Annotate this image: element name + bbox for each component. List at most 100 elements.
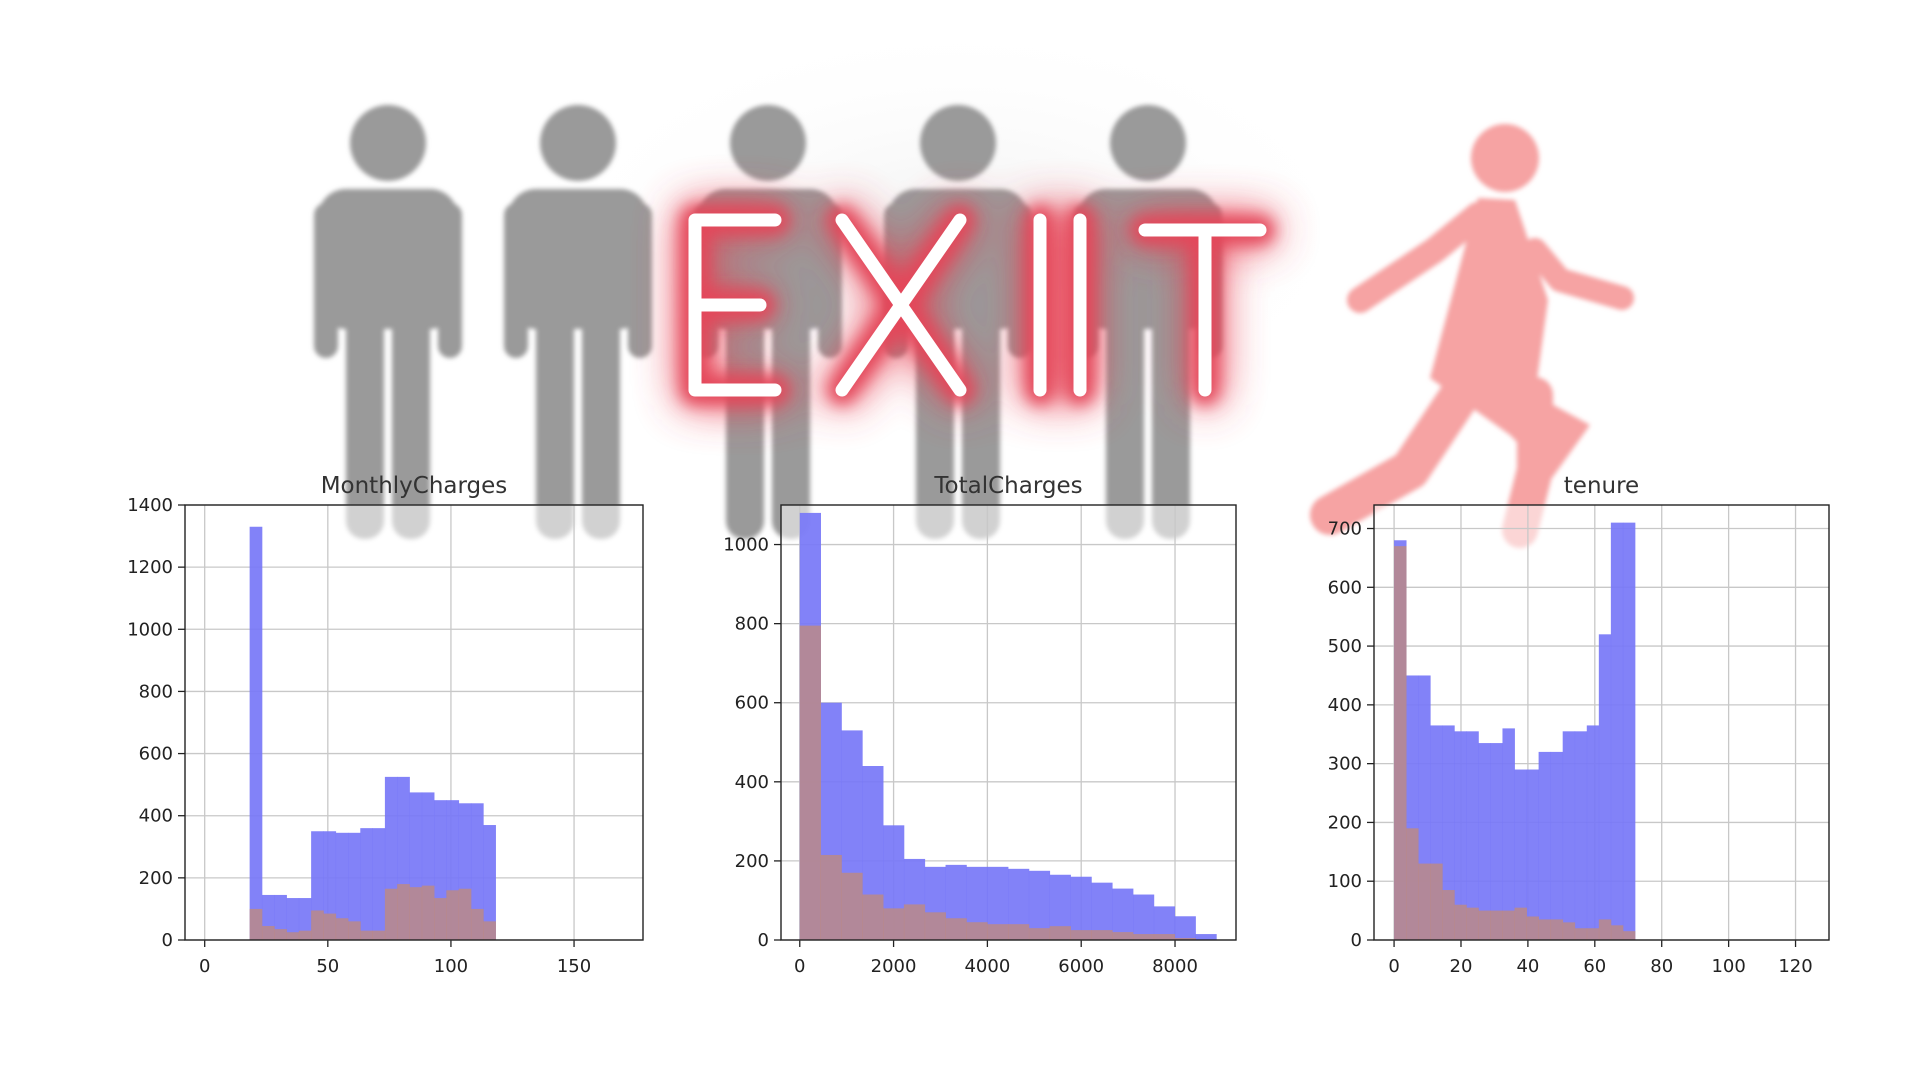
histogram-bar-series-b — [274, 929, 287, 940]
histogram-bar-series-b — [987, 924, 1009, 940]
chart-title: TotalCharges — [933, 473, 1082, 499]
y-tick-label: 200 — [1328, 812, 1362, 833]
histogram-bar-series-b — [372, 930, 386, 940]
histogram-bar-series-a — [1574, 731, 1588, 940]
y-tick-label: 100 — [1328, 871, 1362, 892]
histogram-bar-series-b — [458, 888, 472, 940]
histogram-bar-series-b — [1132, 934, 1155, 940]
histogram-bar-series-a — [1132, 894, 1155, 940]
histogram-bar-series-a — [470, 803, 484, 940]
histogram-bar-series-a — [1091, 882, 1113, 940]
x-tick-label: 100 — [434, 956, 468, 977]
histogram-bar-series-b — [1574, 928, 1588, 940]
histogram-bar-series-b — [1442, 890, 1455, 940]
histogram-bar-series-a — [323, 831, 337, 940]
chart-title: MonthlyCharges — [321, 473, 508, 499]
histogram-bar-series-a — [1490, 743, 1503, 940]
y-tick-label: 1400 — [127, 495, 173, 516]
histogram-bar-series-a — [1442, 725, 1455, 940]
histogram-bar-series-a — [274, 894, 287, 940]
histogram-bar-series-b — [1478, 910, 1491, 940]
histogram-bar-series-a — [1112, 888, 1134, 940]
histogram-bar-series-b — [1049, 926, 1071, 940]
plot-frame — [780, 504, 1237, 941]
histogram-bar-series-b — [483, 921, 496, 940]
histogram-chart: 0 20 40 60 80 100 120 0 100 200 300 400 500 600 700 ten… — [1328, 473, 1830, 977]
histogram-bar-series-b — [1112, 932, 1134, 940]
histogram-bar-series-b — [1454, 904, 1467, 940]
exit-neon-sign — [678, 203, 1277, 407]
y-tick-label: 400 — [139, 806, 173, 827]
histogram-bar-series-b — [1502, 910, 1515, 940]
y-tick-label: 500 — [1328, 636, 1362, 657]
chart-title: tenure — [1564, 473, 1639, 499]
histogram-bar-series-b — [1526, 916, 1540, 940]
histogram-bar-series-b — [434, 898, 447, 940]
histogram-bar-series-b — [360, 930, 373, 940]
histogram-bar-series-a — [1538, 751, 1552, 940]
histogram-bar-series-b — [1562, 922, 1576, 940]
histogram-bar-series-a — [1454, 731, 1467, 940]
histogram-bar-series-b — [1091, 930, 1113, 940]
x-tick-label: 80 — [1650, 956, 1673, 977]
histogram-bar-series-b — [335, 918, 349, 940]
plot-frame — [184, 504, 644, 941]
histogram-bar-series-b — [1490, 910, 1503, 940]
x-tick-label: 0 — [199, 956, 210, 977]
histogram-bar-series-a — [372, 828, 386, 940]
y-tick-label: 1200 — [127, 557, 173, 578]
histogram-bar-series-a — [1028, 870, 1051, 940]
y-tick-label: 0 — [162, 930, 173, 951]
histogram-bar-series-a — [1478, 743, 1491, 940]
walking-person-icon — [1310, 124, 1634, 548]
histogram-bar-series-a — [1514, 769, 1527, 940]
x-tick-label: 6000 — [1058, 956, 1104, 977]
plot-frame — [1373, 504, 1830, 941]
histogram-bar-series-b — [924, 912, 946, 940]
histogram-bar-series-b — [1070, 930, 1092, 940]
histogram-bar-series-b — [966, 922, 988, 940]
histogram-bar-series-b — [1406, 828, 1419, 940]
x-tick-label: 40 — [1516, 956, 1539, 977]
histogram-bar-series-a — [1586, 725, 1600, 940]
histogram-bar-series-b — [945, 918, 967, 940]
histogram-bar-series-b — [799, 625, 821, 940]
histogram-bar-series-b — [1622, 931, 1636, 940]
histogram-bar-series-b — [323, 913, 337, 940]
y-tick-label: 0 — [758, 930, 769, 951]
histogram-bar-series-a — [1008, 868, 1030, 940]
histogram-bar-series-b — [421, 885, 435, 940]
histogram-bar-series-a — [249, 526, 263, 940]
y-tick-label: 1000 — [127, 619, 173, 640]
y-tick-label: 400 — [1328, 695, 1362, 716]
x-tick-label: 150 — [557, 956, 591, 977]
y-tick-label: 800 — [735, 614, 769, 635]
histogram-bar-series-a — [1153, 906, 1176, 940]
histogram-bar-series-a — [1195, 934, 1217, 940]
y-tick-label: 400 — [735, 772, 769, 793]
histogram-bar-series-b — [1174, 938, 1196, 940]
histogram-bar-series-b — [903, 904, 926, 940]
histogram-bar-series-b — [1610, 925, 1624, 940]
x-tick-label: 8000 — [1152, 956, 1198, 977]
histogram-bar-series-a — [483, 825, 496, 940]
histogram-bar-series-b — [348, 921, 361, 940]
histogram-bar-series-a — [348, 832, 361, 940]
y-tick-label: 300 — [1328, 754, 1362, 775]
y-tick-label: 600 — [139, 744, 173, 765]
y-tick-label: 200 — [735, 851, 769, 872]
histogram-bar-series-b — [1418, 863, 1431, 940]
histogram-bar-series-b — [311, 910, 324, 940]
y-tick-label: 200 — [139, 868, 173, 889]
histogram-bar-series-a — [360, 828, 373, 940]
x-tick-label: 50 — [316, 956, 339, 977]
histogram-bar-series-b — [862, 894, 884, 940]
y-tick-label: 1000 — [723, 535, 769, 556]
x-tick-label: 20 — [1450, 956, 1473, 977]
histogram-bar-series-b — [1430, 863, 1443, 940]
histogram-bar-series-b — [1466, 907, 1479, 940]
histogram-bar-series-b — [820, 854, 842, 940]
histogram-bar-series-b — [1514, 907, 1527, 940]
